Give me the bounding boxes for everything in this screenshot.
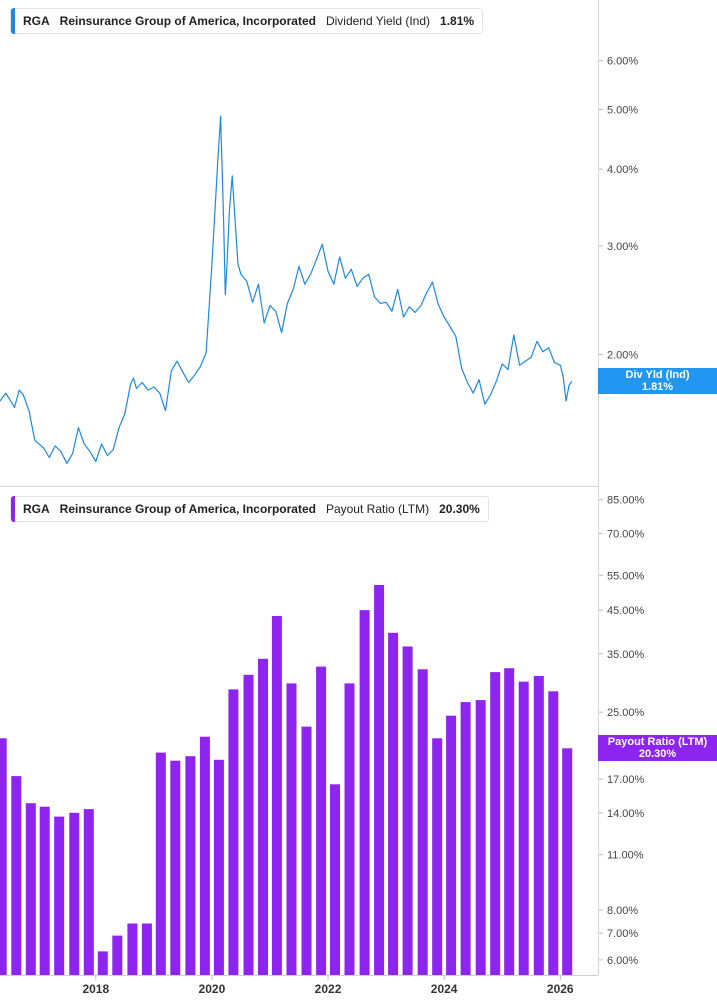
payout-ratio-bar <box>344 683 355 975</box>
payout-ratio-bar <box>316 666 327 975</box>
payout-ratio-panel: 85.00%70.00%55.00%45.00%35.00%25.00%20.0… <box>0 495 645 975</box>
legend-value: 20.30% <box>439 502 480 516</box>
tag-value: 1.81% <box>641 381 674 393</box>
y-tick-label: 14.00% <box>607 808 645 820</box>
dividend-yield-legend[interactable]: RGA Reinsurance Group of America, Incorp… <box>10 8 484 34</box>
y-tick-label: 7.00% <box>607 928 638 940</box>
payout-ratio-legend[interactable]: RGA Reinsurance Group of America, Incorp… <box>10 496 489 522</box>
payout-ratio-bar <box>548 691 559 975</box>
payout-ratio-bar <box>460 702 471 975</box>
payout-ratio-bar <box>330 784 340 975</box>
y-tick-label: 85.00% <box>607 495 645 507</box>
dividend-yield-value-tag: Div Yld (Ind) 1.81% <box>598 368 717 394</box>
payout-ratio-bar <box>432 738 443 975</box>
payout-ratio-bar <box>504 668 515 975</box>
payout-ratio-bar <box>258 658 268 975</box>
payout-ratio-bar <box>301 726 312 975</box>
x-axis: 2018 2020 2022 2024 2026 <box>82 975 574 996</box>
payout-ratio-bar <box>39 806 50 975</box>
payout-ratio-bar <box>359 610 370 975</box>
x-tick-label: 2022 <box>315 982 342 996</box>
payout-ratio-bar <box>0 738 7 975</box>
payout-ratio-bar <box>446 715 457 975</box>
y-tick-label: 17.00% <box>607 774 645 786</box>
y-tick-label: 5.00% <box>607 104 638 116</box>
payout-ratio-bar <box>54 816 65 975</box>
payout-ratio-bar <box>155 752 166 975</box>
payout-ratio-bar <box>199 736 210 975</box>
tag-label: Div Yld (Ind) <box>625 369 690 381</box>
legend-metric: Dividend Yield (Ind) <box>325 14 431 28</box>
payout-ratio-bar <box>271 616 282 975</box>
payout-ratio-bar <box>374 585 385 975</box>
y-tick-label: 55.00% <box>607 570 645 582</box>
payout-ratio-bar <box>518 681 529 975</box>
tag-value: 20.30% <box>638 748 677 760</box>
legend-ticker: RGA <box>23 14 50 28</box>
y-tick-label: 2.00% <box>607 349 638 361</box>
y-tick-label: 11.00% <box>607 850 644 862</box>
payout-ratio-bar <box>97 951 108 975</box>
legend-ticker: RGA <box>23 502 50 516</box>
legend-company-name: Reinsurance Group of America, Incorporat… <box>59 14 316 28</box>
payout-ratio-value-tag: Payout Ratio (LTM) 20.30% <box>598 735 717 761</box>
legend-company-name: Reinsurance Group of America, Incorporat… <box>59 502 316 516</box>
x-tick-label: 2026 <box>547 982 574 996</box>
payout-ratio-bar <box>83 809 94 975</box>
payout-ratio-bar <box>533 676 544 975</box>
payout-ratio-bar <box>286 683 297 975</box>
payout-ratio-bar <box>170 760 181 975</box>
payout-ratio-bar <box>213 759 224 975</box>
payout-ratio-bar <box>25 803 36 975</box>
y-tick-label: 8.00% <box>607 905 638 917</box>
payout-ratio-bar <box>11 776 22 975</box>
x-tick-label: 2024 <box>431 982 458 996</box>
y-tick-label: 6.00% <box>607 56 638 68</box>
y-tick-label: 4.00% <box>607 164 638 176</box>
payout-ratio-bar <box>185 756 196 975</box>
tag-label: Payout Ratio (LTM) <box>607 736 708 748</box>
y-tick-label: 35.00% <box>607 649 645 661</box>
y-tick-label: 3.00% <box>607 241 638 253</box>
x-tick-label: 2020 <box>199 982 226 996</box>
payout-ratio-bar <box>112 935 123 975</box>
legend-value: 1.81% <box>440 14 475 28</box>
payout-ratio-bar <box>243 674 254 975</box>
y-tick-label: 6.00% <box>607 955 638 967</box>
payout-ratio-swatch <box>11 496 15 522</box>
payout-ratio-bar <box>388 632 399 975</box>
y-tick-label: 45.00% <box>607 605 645 617</box>
dividend-yield-swatch <box>11 8 15 34</box>
payout-ratio-bar <box>417 669 428 975</box>
dividend-yield-line <box>0 115 573 464</box>
payout-ratio-bar <box>402 646 413 975</box>
payout-ratio-bar <box>69 812 80 975</box>
dividend-yield-panel: 6.00% 5.00% 4.00% 3.00% 2.00% <box>0 56 638 464</box>
payout-ratio-bar <box>475 700 486 975</box>
payout-ratio-bar <box>127 923 138 975</box>
payout-ratio-bar <box>562 748 573 975</box>
y-tick-label: 25.00% <box>607 707 645 719</box>
payout-ratio-bar <box>141 923 152 975</box>
y-tick-label: 70.00% <box>607 528 645 540</box>
payout-ratio-bar <box>490 672 501 975</box>
x-tick-label: 2018 <box>82 982 109 996</box>
legend-metric: Payout Ratio (LTM) <box>325 502 430 516</box>
payout-ratio-bar <box>228 689 239 975</box>
